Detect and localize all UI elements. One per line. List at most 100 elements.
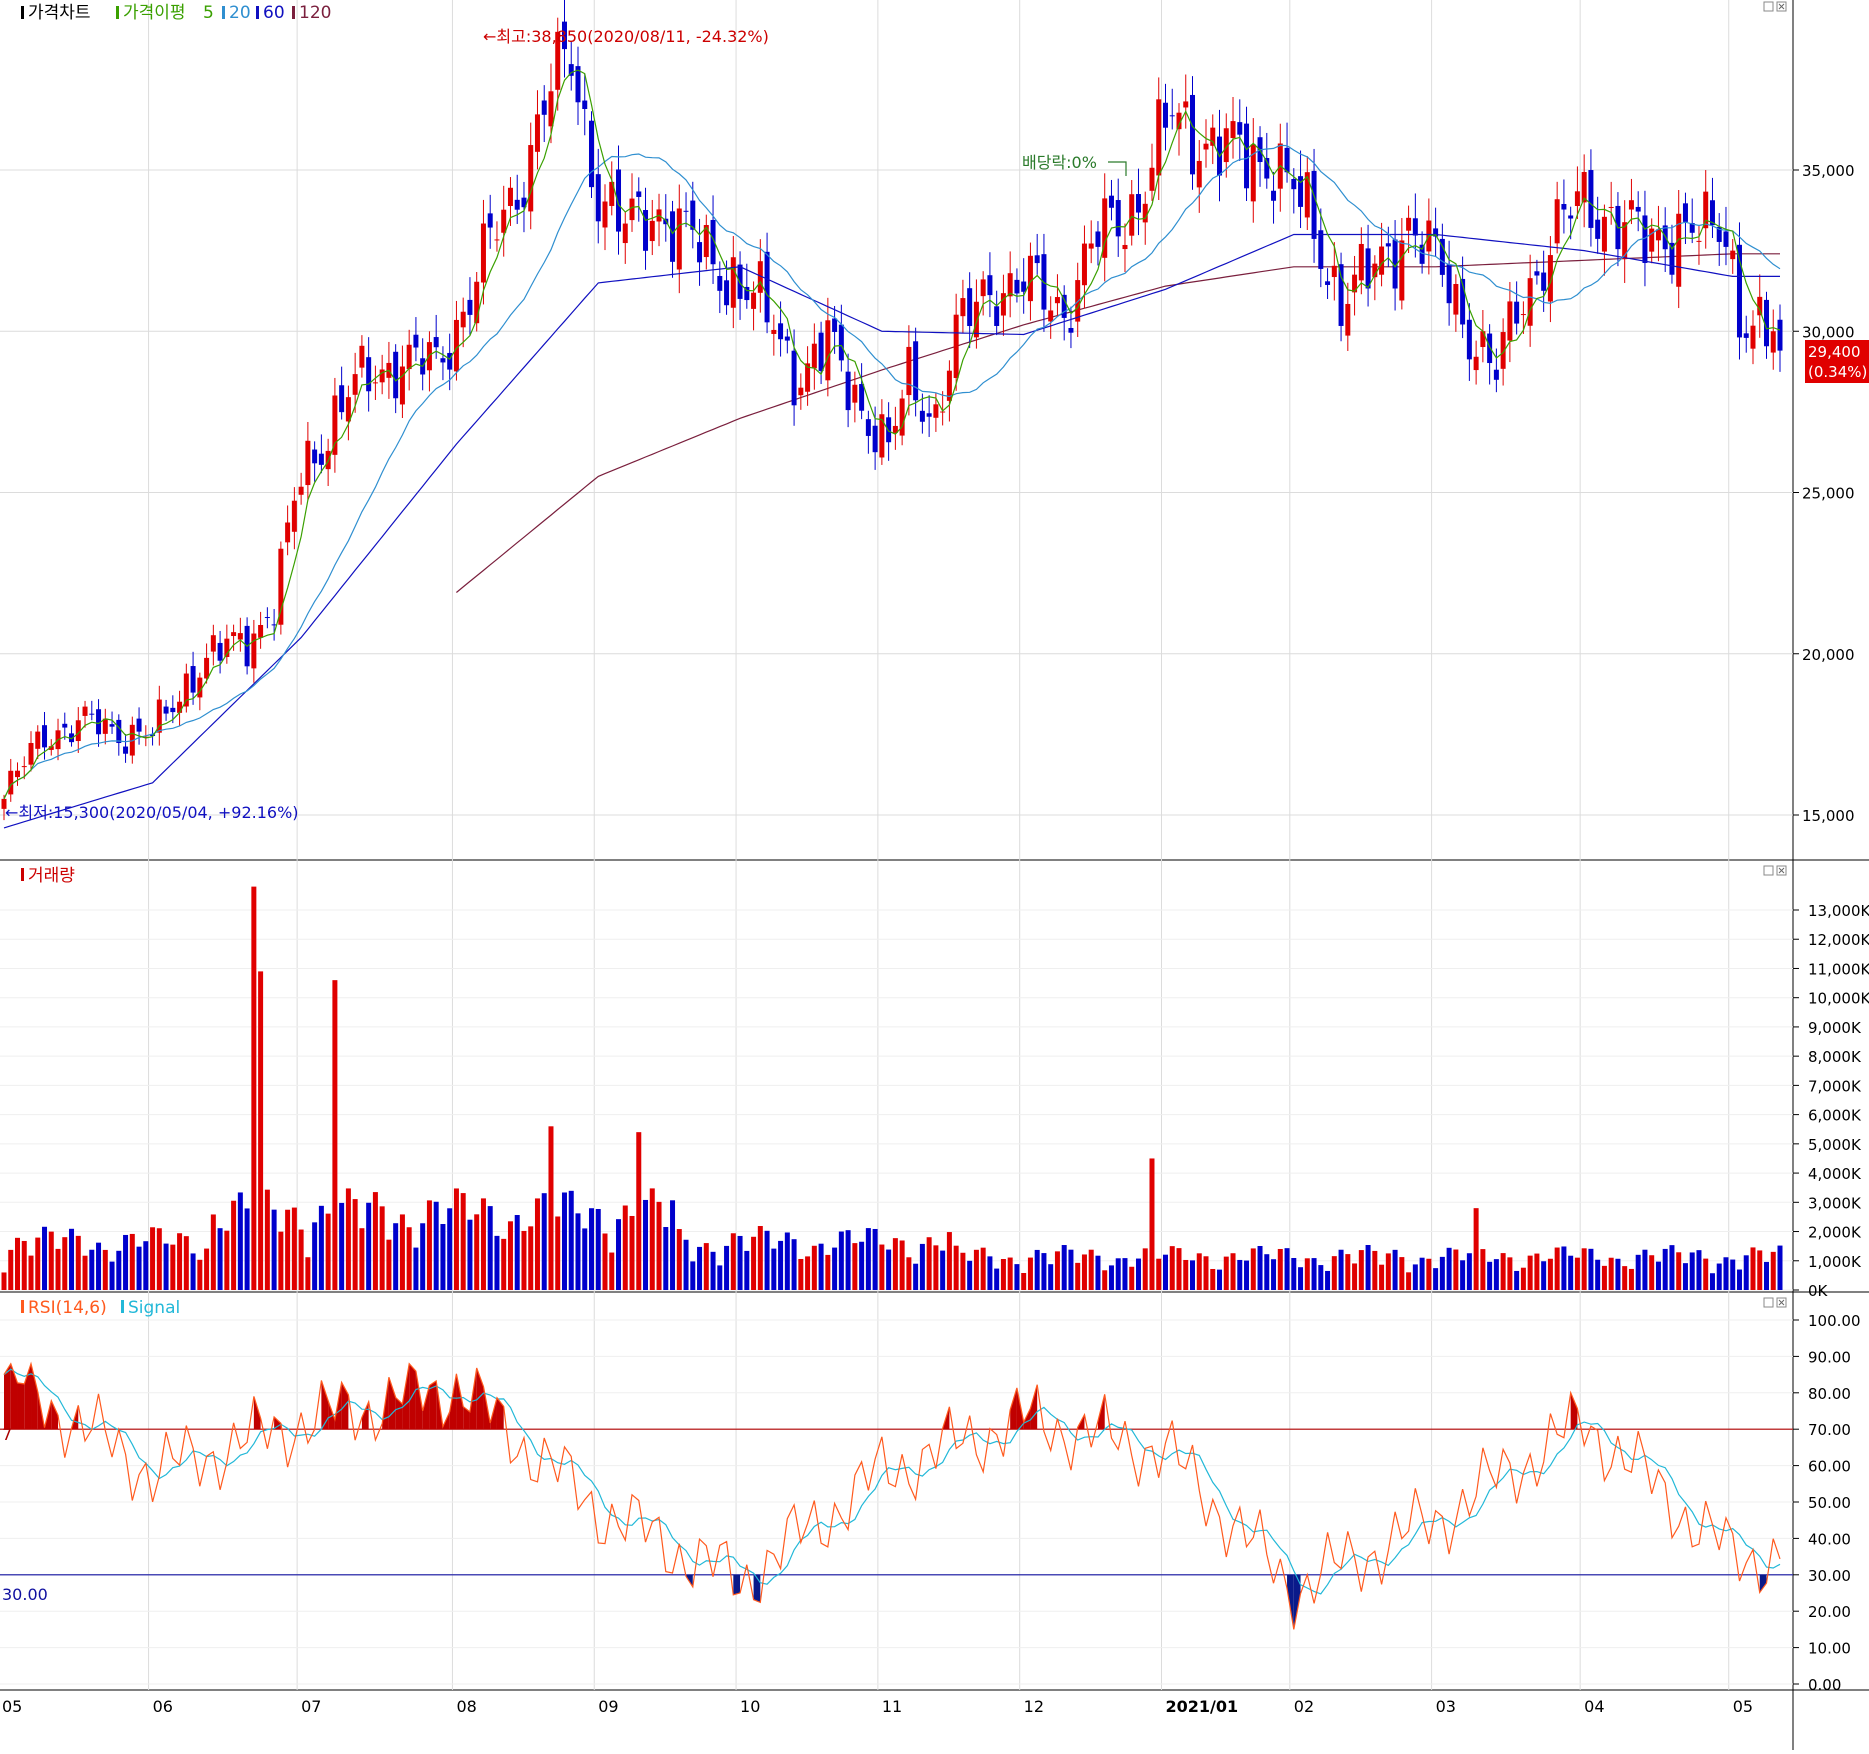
candle-body bbox=[1061, 294, 1067, 318]
volume-bar bbox=[973, 1249, 979, 1290]
volume-bar bbox=[818, 1243, 824, 1290]
volume-tick-label: 5,000K bbox=[1808, 1136, 1862, 1154]
volume-panel-controls[interactable] bbox=[1763, 865, 1787, 876]
candle-body bbox=[190, 666, 196, 693]
volume-bar bbox=[514, 1215, 520, 1290]
volume-bar bbox=[1608, 1257, 1614, 1290]
volume-bar bbox=[1358, 1250, 1364, 1290]
volume-bar bbox=[1034, 1249, 1040, 1290]
legend-ma20[interactable]: 20 bbox=[229, 3, 251, 23]
price-panel-controls[interactable] bbox=[1763, 1, 1787, 12]
volume-bar bbox=[1142, 1248, 1148, 1290]
volume-bar bbox=[312, 1222, 318, 1290]
candle-body bbox=[1331, 265, 1337, 278]
volume-bar bbox=[1102, 1270, 1108, 1290]
volume-bar bbox=[886, 1249, 892, 1290]
volume-bar bbox=[811, 1245, 817, 1290]
rsi-panel[interactable] bbox=[0, 1294, 1793, 1690]
minimize-icon[interactable] bbox=[1763, 1297, 1774, 1308]
candle-body bbox=[1352, 274, 1358, 293]
legend-ma5[interactable]: 5 bbox=[203, 3, 214, 23]
x-tick-label: 05 bbox=[2, 1697, 22, 1716]
candle-body bbox=[1730, 250, 1736, 260]
candle-body bbox=[1129, 194, 1135, 236]
volume-bar bbox=[548, 1126, 554, 1290]
candle-body bbox=[1493, 369, 1499, 380]
volume-bar bbox=[1655, 1261, 1661, 1290]
volume-bar bbox=[420, 1223, 426, 1290]
volume-bar bbox=[1642, 1249, 1648, 1290]
candle-body bbox=[217, 642, 223, 661]
volume-bar bbox=[1412, 1264, 1418, 1290]
rsi-tick-label: 70.00 bbox=[1808, 1421, 1851, 1439]
candle-body bbox=[555, 31, 561, 90]
candle-body bbox=[1534, 271, 1540, 276]
volume-bar bbox=[1264, 1254, 1270, 1290]
rsi-overbought-fill bbox=[328, 1400, 335, 1430]
volume-bar bbox=[1014, 1264, 1020, 1290]
rsi-overbought-fill bbox=[469, 1367, 477, 1430]
rsi-overbought-fill bbox=[253, 1396, 261, 1430]
candle-body bbox=[413, 334, 419, 348]
volume-bar bbox=[1007, 1257, 1013, 1290]
volume-bar bbox=[231, 1200, 237, 1290]
candle-body bbox=[629, 198, 635, 221]
candle-body bbox=[1088, 243, 1094, 249]
candle-body bbox=[1743, 333, 1749, 338]
rsi-overbought-fill bbox=[422, 1385, 430, 1430]
legend-volume[interactable]: 거래량 bbox=[28, 866, 75, 886]
legend-ma[interactable]: 가격이평 bbox=[123, 3, 186, 23]
candle-body bbox=[649, 220, 655, 242]
volume-bar bbox=[1081, 1254, 1087, 1290]
volume-panel[interactable] bbox=[0, 862, 1793, 1292]
rsi-overbought-fill bbox=[321, 1380, 329, 1430]
candle-body bbox=[1034, 255, 1040, 264]
volume-bar bbox=[8, 1249, 14, 1290]
legend-swatch bbox=[116, 6, 119, 19]
rsi-overbought-fill bbox=[449, 1373, 457, 1430]
candle-body bbox=[548, 91, 554, 127]
volume-legend: 거래량 bbox=[21, 866, 75, 886]
volume-bar bbox=[757, 1226, 763, 1290]
volume-bar bbox=[1520, 1267, 1526, 1290]
legend-price[interactable]: 가격차트 bbox=[28, 3, 91, 23]
candle-body bbox=[1237, 122, 1243, 135]
candle-body bbox=[1466, 319, 1472, 360]
candle-body bbox=[1372, 263, 1378, 278]
candle-body bbox=[406, 344, 412, 370]
volume-bar bbox=[629, 1215, 635, 1290]
rsi-tick-label: 10.00 bbox=[1808, 1640, 1851, 1658]
x-tick-label: 07 bbox=[301, 1697, 321, 1716]
volume-tick-label: 11,000K bbox=[1808, 960, 1869, 978]
legend-swatch bbox=[222, 6, 225, 19]
candle-body bbox=[318, 453, 324, 465]
legend-ma120[interactable]: 120 bbox=[299, 3, 331, 23]
price-tick-label: 15,000 bbox=[1802, 807, 1855, 825]
candle-body bbox=[1554, 199, 1560, 244]
candle-body bbox=[980, 279, 986, 297]
volume-bar bbox=[210, 1214, 216, 1290]
volume-bar bbox=[541, 1193, 547, 1290]
candle-body bbox=[1021, 281, 1027, 292]
volume-bar bbox=[69, 1228, 75, 1290]
high-annotation: ←최고:38,850(2020/08/11, -24.32%) bbox=[483, 27, 769, 46]
candle-body bbox=[1480, 331, 1486, 348]
legend-ma60[interactable]: 60 bbox=[263, 3, 285, 23]
minimize-icon[interactable] bbox=[1763, 1, 1774, 12]
close-glyph bbox=[1778, 867, 1785, 874]
legend-signal[interactable]: Signal bbox=[128, 1298, 180, 1318]
rsi-panel-controls[interactable] bbox=[1763, 1297, 1787, 1308]
minimize-icon[interactable] bbox=[1763, 865, 1774, 876]
volume-bar bbox=[237, 1192, 243, 1290]
candle-body bbox=[811, 343, 817, 369]
candle-body bbox=[163, 706, 169, 714]
candle-body bbox=[1655, 229, 1661, 241]
candle-body bbox=[224, 638, 230, 657]
volume-bar bbox=[805, 1256, 811, 1290]
candle-body bbox=[1014, 279, 1020, 294]
volume-bar bbox=[1156, 1258, 1162, 1290]
rsi-tick-label: 60.00 bbox=[1808, 1458, 1851, 1476]
legend-rsi[interactable]: RSI(14,6) bbox=[28, 1298, 107, 1318]
